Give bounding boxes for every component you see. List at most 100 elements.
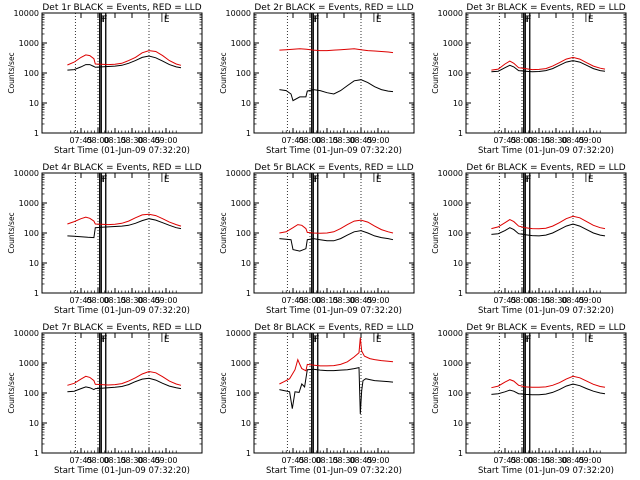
y-tick-label: 10000	[14, 329, 39, 338]
x-tick-label: 08:30	[120, 136, 143, 145]
y-tick-label: 1000	[231, 199, 251, 208]
x-tick-label: 07:45	[281, 456, 304, 465]
series-line-lld	[67, 370, 182, 386]
series-line-events	[67, 218, 182, 239]
x-tick-label: 08:45	[561, 296, 584, 305]
panel-title: Det 9r BLACK = Events, RED = LLD	[466, 323, 625, 333]
y-tick-label: 100	[24, 229, 39, 238]
x-tick-label: 08:00	[510, 456, 533, 465]
y-tick-label: 100	[24, 389, 39, 398]
y-axis-label: Counts/sec	[431, 52, 440, 93]
series-line-events	[279, 79, 394, 102]
y-tick-label: 10	[453, 99, 463, 108]
y-axis-label: Counts/sec	[7, 52, 16, 93]
panel-title: Det 3r BLACK = Events, RED = LLD	[466, 3, 625, 13]
x-tick-label: 08:15	[103, 136, 126, 145]
plot-frame	[253, 12, 415, 134]
series-line-lld	[67, 213, 182, 227]
y-tick-label: 1	[34, 449, 39, 458]
plot-frame	[253, 172, 415, 294]
series-line-events	[67, 55, 182, 71]
marker-flag-label: F	[102, 15, 107, 25]
panel-title: Det 7r BLACK = Events, RED = LLD	[42, 323, 201, 333]
x-tick-label: 08:00	[510, 296, 533, 305]
series-line-lld	[491, 56, 606, 71]
x-tick-label: 08:45	[137, 296, 160, 305]
y-tick-label: 10000	[14, 9, 39, 18]
x-axis-label: Start Time (01-Jun-09 07:32:20)	[266, 306, 402, 316]
panel-det-7: Det 7r BLACK = Events, RED = LLD 1 10 100 10…	[7, 323, 203, 476]
marker-flag-label: E	[164, 175, 170, 185]
x-tick-label: 08:45	[349, 456, 372, 465]
x-axis-label: Start Time (01-Jun-09 07:32:20)	[54, 306, 190, 316]
y-tick-label: 1000	[443, 359, 463, 368]
x-tick-label: 08:00	[298, 456, 321, 465]
series-line-lld	[279, 337, 394, 385]
y-tick-label: 10	[453, 259, 463, 268]
marker-flag-label: E	[164, 335, 170, 345]
panel-det-2: Det 2r BLACK = Events, RED = LLD 1 10 100 10…	[219, 3, 415, 156]
panel-title: Det 8r BLACK = Events, RED = LLD	[254, 323, 413, 333]
x-tick-label: 08:15	[103, 296, 126, 305]
y-tick-label: 1000	[443, 39, 463, 48]
y-tick-label: 1000	[443, 199, 463, 208]
x-tick-label: 07:45	[493, 456, 516, 465]
marker-flag-label: F	[101, 175, 106, 185]
x-tick-label: 08:15	[527, 296, 550, 305]
x-tick-label: 08:45	[561, 136, 584, 145]
y-tick-label: 1	[458, 129, 463, 138]
y-tick-label: 100	[236, 229, 251, 238]
panel-det-4: Det 4r BLACK = Events, RED = LLD 1 10 100 10…	[7, 163, 203, 316]
marker-flag-label: E	[376, 15, 382, 25]
x-tick-label: 08:45	[137, 136, 160, 145]
x-axis-label: Start Time (01-Jun-09 07:32:20)	[478, 146, 614, 156]
y-axis-label: Counts/sec	[7, 372, 16, 413]
x-axis-label: Start Time (01-Jun-09 07:32:20)	[266, 146, 402, 156]
y-axis-label: Counts/sec	[431, 372, 440, 413]
marker-flag-label: E	[376, 335, 382, 345]
y-tick-label: 100	[236, 69, 251, 78]
x-tick-label: 08:30	[120, 456, 143, 465]
marker-flag-label: F	[102, 335, 107, 345]
plot-frame	[253, 332, 415, 454]
y-tick-label: 10	[29, 99, 39, 108]
x-tick-label: 08:00	[86, 456, 109, 465]
y-tick-label: 100	[448, 389, 463, 398]
marker-flag-label: F	[526, 15, 531, 25]
plot-frame	[41, 172, 203, 294]
x-axis-label: Start Time (01-Jun-09 07:32:20)	[54, 466, 190, 476]
x-tick-label: 08:30	[332, 296, 355, 305]
y-tick-label: 10	[241, 419, 251, 428]
plot-frame	[465, 172, 627, 294]
panel-det-9: Det 9r BLACK = Events, RED = LLD 1 10 100 10…	[431, 323, 627, 476]
x-tick-label: 08:15	[315, 296, 338, 305]
y-axis-label: Counts/sec	[431, 212, 440, 253]
y-tick-label: 10	[241, 259, 251, 268]
y-tick-label: 1	[246, 129, 251, 138]
series-line-lld	[67, 50, 182, 66]
x-tick-label: 09:00	[366, 296, 389, 305]
marker-flag-label: E	[376, 175, 382, 185]
marker-flag-label: F	[525, 335, 530, 345]
panel-det-5: Det 5r BLACK = Events, RED = LLD 1 10 100 10…	[219, 163, 415, 316]
panel-title: Det 2r BLACK = Events, RED = LLD	[254, 3, 413, 13]
marker-flag-label: E	[588, 175, 594, 185]
y-tick-label: 10000	[438, 9, 463, 18]
x-tick-label: 07:45	[69, 136, 92, 145]
marker-flag-label: F	[313, 175, 318, 185]
y-tick-label: 1000	[231, 39, 251, 48]
panel-det-3: Det 3r BLACK = Events, RED = LLD 1 10 100 10…	[431, 3, 627, 156]
x-tick-label: 07:45	[493, 296, 516, 305]
x-axis-label: Start Time (01-Jun-09 07:32:20)	[266, 466, 402, 476]
x-tick-label: 09:00	[154, 136, 177, 145]
x-tick-label: 08:45	[561, 456, 584, 465]
y-tick-label: 1	[34, 289, 39, 298]
x-tick-label: 07:45	[281, 296, 304, 305]
x-tick-label: 08:30	[332, 136, 355, 145]
x-tick-label: 08:15	[315, 136, 338, 145]
y-tick-label: 10000	[226, 9, 251, 18]
marker-flag-label: E	[164, 15, 170, 25]
y-tick-label: 10000	[14, 169, 39, 178]
x-tick-label: 08:45	[349, 136, 372, 145]
series-line-events	[279, 230, 394, 252]
